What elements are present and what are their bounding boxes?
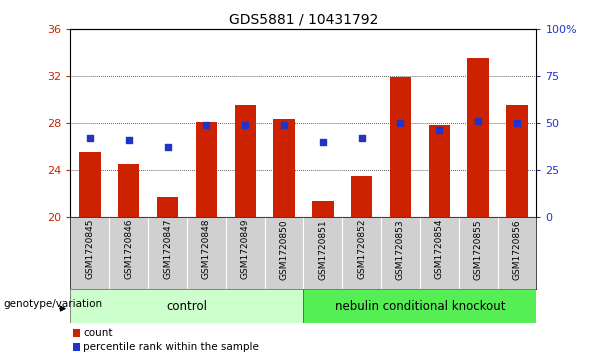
Bar <box>70 289 303 323</box>
Text: nebulin conditional knockout: nebulin conditional knockout <box>335 300 505 313</box>
Bar <box>74 343 80 351</box>
Bar <box>118 164 139 217</box>
Bar <box>312 201 333 217</box>
Text: count: count <box>83 328 113 338</box>
Bar <box>157 197 178 217</box>
Bar <box>74 329 80 337</box>
Text: GSM1720849: GSM1720849 <box>241 219 249 280</box>
Text: GSM1720847: GSM1720847 <box>163 219 172 280</box>
Text: GSM1720850: GSM1720850 <box>280 219 289 280</box>
Bar <box>506 105 528 217</box>
Point <box>473 118 483 124</box>
Point <box>318 139 328 144</box>
Text: GSM1720853: GSM1720853 <box>396 219 405 280</box>
Text: GSM1720854: GSM1720854 <box>435 219 444 280</box>
Bar <box>468 58 489 217</box>
Bar <box>303 289 536 323</box>
Text: GSM1720855: GSM1720855 <box>474 219 482 280</box>
Point <box>512 120 522 126</box>
Text: percentile rank within the sample: percentile rank within the sample <box>83 342 259 352</box>
Point <box>279 122 289 128</box>
Text: genotype/variation: genotype/variation <box>3 299 102 309</box>
Point <box>85 135 95 141</box>
Text: GSM1720845: GSM1720845 <box>85 219 94 280</box>
Point <box>202 122 211 128</box>
Text: GSM1720851: GSM1720851 <box>318 219 327 280</box>
Bar <box>351 176 372 217</box>
Bar <box>273 119 295 217</box>
Point <box>395 120 405 126</box>
Text: GSM1720852: GSM1720852 <box>357 219 366 280</box>
Bar <box>196 122 217 217</box>
Point <box>162 144 172 150</box>
Bar <box>79 152 101 217</box>
Text: GSM1720848: GSM1720848 <box>202 219 211 280</box>
Text: GSM1720856: GSM1720856 <box>512 219 522 280</box>
Text: GSM1720846: GSM1720846 <box>124 219 133 280</box>
Point <box>240 122 250 128</box>
Point <box>435 127 444 133</box>
Bar <box>428 125 450 217</box>
Point <box>124 137 134 143</box>
Bar <box>390 77 411 217</box>
Bar <box>235 105 256 217</box>
Point <box>357 135 367 141</box>
Title: GDS5881 / 10431792: GDS5881 / 10431792 <box>229 12 378 26</box>
Text: control: control <box>167 300 207 313</box>
